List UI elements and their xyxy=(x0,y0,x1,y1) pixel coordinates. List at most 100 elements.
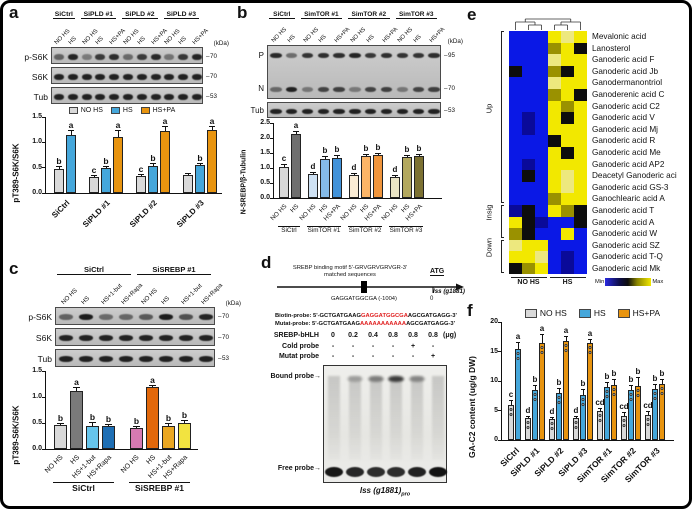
blot-box: Tub 53 xyxy=(251,102,455,118)
data-dot xyxy=(564,344,568,348)
heatmap-row xyxy=(509,239,587,252)
heatmap-cell xyxy=(574,88,587,101)
heatmap-cell xyxy=(535,251,548,263)
mutat-prefix: Mutat-probe: 5'-GCTGATGAAG xyxy=(275,320,360,327)
blot-header: SiCtrl NO HS HS SimTOR #1 NO HS HS HS+PA SimTOR… xyxy=(267,11,463,45)
data-dot xyxy=(557,401,561,405)
gel-image xyxy=(323,364,447,483)
blot-group-label: SimTOR #1 xyxy=(300,11,343,19)
table-cell: - xyxy=(331,342,335,350)
bar-group-item: a xyxy=(160,117,170,193)
heatmap-cell xyxy=(522,204,535,217)
panel-c-label: c xyxy=(9,259,19,278)
blot-band xyxy=(158,314,174,320)
heatmap-row-label: Ganoderic acid W xyxy=(592,229,658,239)
table-cell: - xyxy=(391,353,395,360)
significance-letter: d xyxy=(573,405,579,415)
significance-letter: b xyxy=(604,372,610,382)
bar-group-item: cd xyxy=(643,402,653,440)
heatmap-cell xyxy=(574,170,587,182)
heatmap-row xyxy=(509,158,587,171)
blot-group-label: SiCtrl xyxy=(53,11,75,19)
free-probe-label: Free probe→ xyxy=(277,464,321,472)
blot-band xyxy=(158,356,174,362)
group-label: SiSREBP #1 xyxy=(135,483,184,493)
heatmap-cell xyxy=(522,123,535,136)
group-label: SimTOR #1 xyxy=(307,227,341,234)
bar xyxy=(291,133,301,198)
error-bar xyxy=(322,156,328,159)
dendrogram xyxy=(515,18,581,30)
error-bar xyxy=(646,411,650,416)
error-bar xyxy=(363,154,369,156)
heatmap-cell xyxy=(561,31,574,43)
heatmap-cell xyxy=(535,31,548,43)
heatmap-cell xyxy=(509,146,522,159)
bar xyxy=(652,388,658,440)
error-bar xyxy=(209,126,215,130)
promoter-line-diagram xyxy=(277,281,464,293)
heatmap-cell xyxy=(522,181,535,194)
legend-label: HS+PA xyxy=(632,308,661,318)
binding-site-sequence: GAGGATGGCGA (-1004) xyxy=(331,296,397,302)
bar xyxy=(148,166,158,193)
heatmap-cell xyxy=(535,42,548,55)
zero-position-label: 0 xyxy=(430,296,434,302)
heatmap-cell xyxy=(509,31,522,43)
blot-band xyxy=(317,53,330,59)
error-bar xyxy=(629,384,633,391)
error-bar xyxy=(557,387,561,394)
kda-header-label: (kDa) xyxy=(225,300,241,307)
error-bar xyxy=(598,408,602,412)
blot-band xyxy=(301,86,314,92)
error-bar xyxy=(197,162,203,166)
heatmap-cell xyxy=(574,123,587,136)
blot-band xyxy=(349,86,361,92)
bar-group-item xyxy=(183,173,193,193)
group-underline xyxy=(278,226,300,227)
blot-band xyxy=(333,86,345,92)
group-underline xyxy=(348,226,382,227)
y-tick-label: 1.0 xyxy=(32,138,42,146)
bar xyxy=(659,383,665,440)
bar xyxy=(611,384,617,440)
table-cell: - xyxy=(371,353,375,360)
heatmap-cell xyxy=(561,251,574,263)
error-bar xyxy=(375,152,381,156)
heatmap-row-label: Ganoderic acid Mk xyxy=(592,264,661,273)
heatmap-cell xyxy=(574,251,587,263)
blot-band xyxy=(365,108,377,114)
x-tick-label: NO HS xyxy=(380,203,400,223)
heatmap-cell xyxy=(548,216,561,229)
bar-group-item: b xyxy=(611,369,617,440)
y-tick-mark xyxy=(498,321,502,323)
bar xyxy=(113,137,123,193)
bar xyxy=(525,418,531,440)
panel-c-western-blot: SiCtrl NO HS HS HS+1-but HS+Rapa SiSREBP #1 NO… xyxy=(15,265,259,367)
bound-probe-band xyxy=(409,375,425,382)
lane-label: HS+PA xyxy=(428,26,447,44)
y-tick-label: 1.5 xyxy=(32,367,42,374)
kda-label: 70 xyxy=(206,53,217,60)
panel-b: b SiCtrl NO HS HS SimTOR #1 NO HS HS HS+PA SimT… xyxy=(237,3,463,255)
heatmap-cell xyxy=(509,88,522,101)
data-dot xyxy=(629,398,633,402)
y-axis-label-box: pT389-S6K/S6K xyxy=(9,117,22,228)
mutat-suffix: AGCGATGAGG-3' xyxy=(406,320,455,327)
table-cell: - xyxy=(431,342,435,350)
significance-letter: b xyxy=(322,146,328,156)
significance-letter: b xyxy=(165,412,172,423)
heatmap-cell xyxy=(535,123,548,136)
data-dot xyxy=(629,393,633,397)
error-bar xyxy=(310,172,316,174)
heatmap-cell xyxy=(561,100,574,113)
panel-b-label: b xyxy=(237,3,248,22)
error-bar xyxy=(281,164,287,168)
heatmap-cell xyxy=(509,42,522,55)
heatmap-row-label: Ganoderenic acid C xyxy=(592,90,665,99)
blot-band xyxy=(396,86,409,92)
bar xyxy=(54,168,64,193)
bar-group-item: a xyxy=(587,329,593,440)
biotin-prefix: Biotin-probe: 5'-GCTGATGAAG xyxy=(275,313,361,319)
table-cell: 0.8 xyxy=(388,332,398,339)
